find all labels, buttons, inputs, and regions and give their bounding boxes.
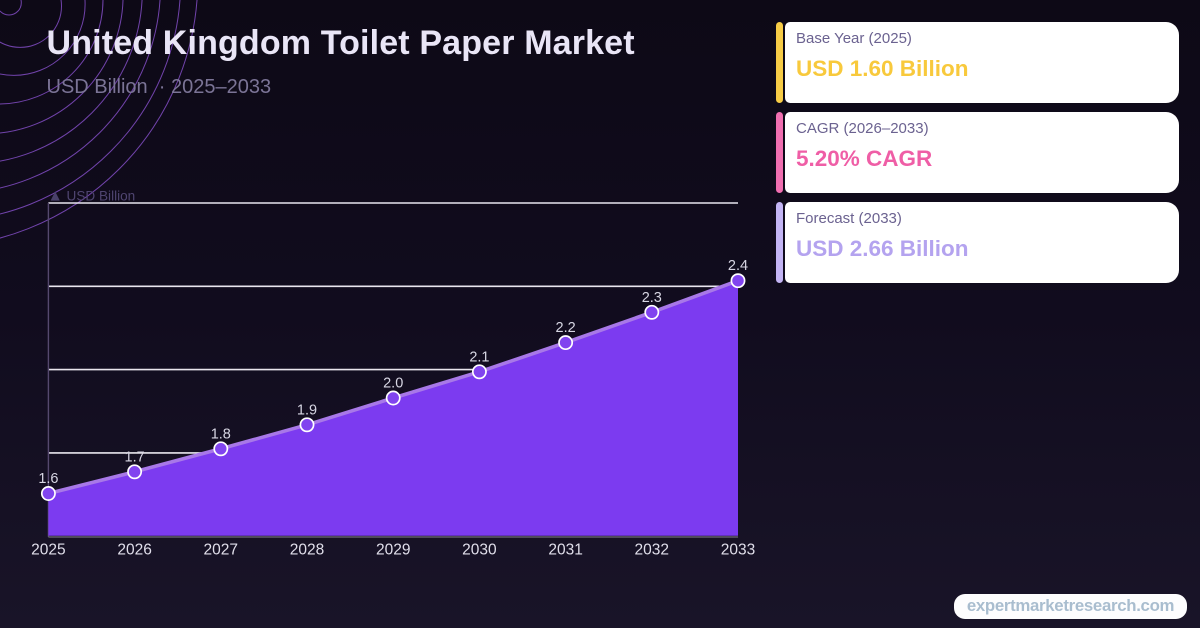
svg-text:2.3: 2.3 bbox=[642, 290, 662, 306]
svg-text:1.9: 1.9 bbox=[297, 402, 317, 418]
svg-text:1.6: 1.6 bbox=[38, 471, 58, 487]
svg-text:USD Billion: USD Billion bbox=[67, 189, 136, 204]
svg-text:2027: 2027 bbox=[204, 541, 238, 558]
svg-text:2025: 2025 bbox=[31, 541, 65, 558]
svg-text:2033: 2033 bbox=[721, 541, 755, 558]
svg-text:2.2: 2.2 bbox=[556, 320, 576, 336]
svg-text:2031: 2031 bbox=[548, 541, 582, 558]
svg-text:2030: 2030 bbox=[462, 541, 497, 558]
svg-text:2.4: 2.4 bbox=[728, 258, 748, 274]
svg-text:2032: 2032 bbox=[635, 541, 669, 558]
svg-text:2028: 2028 bbox=[290, 541, 324, 558]
svg-text:2.1: 2.1 bbox=[469, 349, 489, 365]
svg-text:2.0: 2.0 bbox=[383, 376, 403, 392]
svg-text:2029: 2029 bbox=[376, 541, 410, 558]
svg-text:1.7: 1.7 bbox=[125, 449, 145, 465]
svg-text:1.8: 1.8 bbox=[211, 426, 231, 442]
svg-text:2026: 2026 bbox=[117, 541, 151, 558]
